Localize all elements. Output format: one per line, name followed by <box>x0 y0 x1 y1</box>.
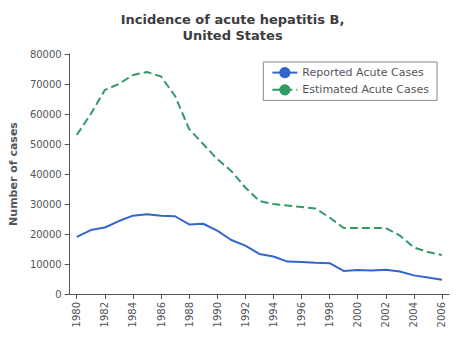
svg-text:1986: 1986 <box>156 302 167 327</box>
svg-text:2000: 2000 <box>352 302 363 327</box>
svg-text:1994: 1994 <box>268 302 279 327</box>
svg-text:60000: 60000 <box>30 109 62 120</box>
svg-text:1990: 1990 <box>212 302 223 327</box>
svg-text:1998: 1998 <box>324 302 335 327</box>
svg-text:Estimated Acute Cases: Estimated Acute Cases <box>302 83 429 96</box>
svg-text:10000: 10000 <box>30 259 62 270</box>
svg-text:50000: 50000 <box>30 139 62 150</box>
svg-text:1992: 1992 <box>240 302 251 327</box>
svg-text:2004: 2004 <box>408 302 419 327</box>
svg-text:Number of cases: Number of cases <box>7 122 20 226</box>
svg-text:Incidence of acute hepatitis B: Incidence of acute hepatitis B, <box>121 12 345 27</box>
svg-text:30000: 30000 <box>30 199 62 210</box>
svg-text:United States: United States <box>182 28 283 43</box>
svg-text:1996: 1996 <box>296 302 307 327</box>
svg-text:1980: 1980 <box>71 302 82 327</box>
svg-text:1984: 1984 <box>127 302 138 327</box>
svg-text:1982: 1982 <box>99 302 110 327</box>
svg-text:0: 0 <box>55 289 61 300</box>
svg-text:2002: 2002 <box>380 302 391 327</box>
svg-text:70000: 70000 <box>30 79 62 90</box>
svg-text:2006: 2006 <box>436 302 447 327</box>
svg-text:Reported Acute Cases: Reported Acute Cases <box>302 66 424 79</box>
svg-text:40000: 40000 <box>30 169 62 180</box>
svg-text:80000: 80000 <box>30 49 62 60</box>
svg-text:20000: 20000 <box>30 229 62 240</box>
svg-text:1988: 1988 <box>184 302 195 327</box>
